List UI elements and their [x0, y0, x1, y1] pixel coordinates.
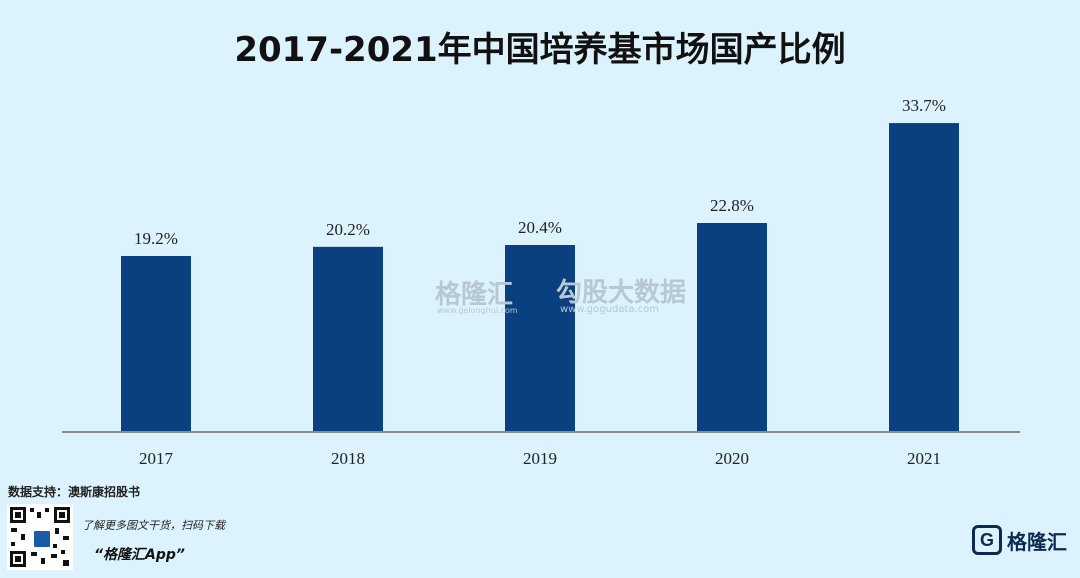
x-tick-label-2019: 2019 [523, 449, 557, 468]
chart-title: 2017-2021年中国培养基市场国产比例 [234, 30, 846, 70]
data-label-2018: 20.2% [326, 220, 370, 239]
watermark-brand2: 勾股大数据 [556, 278, 687, 308]
qr-code-icon [7, 504, 73, 570]
brand-logo: G 格隆汇 [972, 522, 1067, 558]
bar-2018 [313, 246, 383, 432]
data-label-2020: 22.8% [710, 196, 754, 215]
bar-2020 [697, 223, 767, 432]
qr-logo-icon [32, 529, 52, 549]
x-tick-label-2020: 2020 [715, 449, 749, 468]
bar-2021 [889, 123, 959, 432]
app-name: “格隆汇App” [94, 547, 185, 563]
x-tick-label-2021: 2021 [907, 449, 941, 468]
bar-2019 [505, 245, 575, 432]
data-label-2017: 19.2% [134, 229, 178, 248]
x-tick-label-2017: 2017 [139, 449, 174, 468]
promo-text: 了解更多图文干货，扫码下载 [82, 519, 225, 532]
bar-2017 [121, 256, 191, 432]
bar-chart: 19.2% 2017 20.2% 2018 20.4% 2019 22.8% 2020 33.7… [62, 96, 1020, 468]
logo-g-icon: G [972, 525, 1002, 555]
logo-text: 格隆汇 [1007, 529, 1067, 554]
watermark-brand-url: www.gelonghui.com [437, 306, 518, 315]
x-tick-label-2018: 2018 [331, 449, 365, 468]
data-source: 数据支持：澳斯康招股书 [8, 485, 141, 499]
data-label-2021: 33.7% [902, 96, 946, 115]
watermark-brand2-url: www.gogudata.com [560, 304, 660, 315]
qr-pattern-icon [10, 507, 70, 567]
watermark-brand: 格隆汇 [435, 280, 514, 310]
data-label-2019: 20.4% [518, 218, 562, 237]
